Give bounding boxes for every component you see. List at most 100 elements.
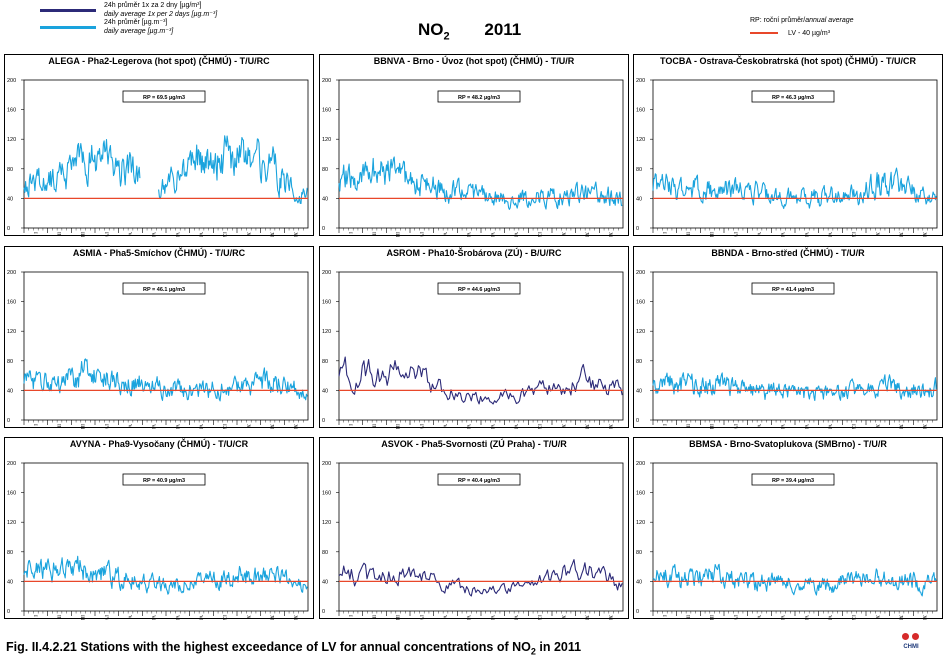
y-tick-label: 200: [636, 270, 645, 276]
month-label: V: [756, 232, 762, 236]
month-label: VIII: [513, 424, 519, 429]
y-tick-label: 160: [322, 108, 331, 114]
y-tick-label: 40: [636, 579, 642, 585]
y-tick-label: 0: [636, 609, 639, 615]
month-label: VIII: [198, 232, 204, 237]
month-label: III: [79, 615, 85, 620]
month-label: II: [685, 232, 691, 236]
month-label: IV: [103, 424, 109, 429]
y-tick-label: 160: [7, 108, 16, 114]
y-tick-label: 200: [636, 461, 645, 467]
month-label: X: [874, 232, 880, 236]
chmi-logo: CHMI: [896, 633, 926, 655]
month-label: II: [56, 615, 62, 619]
month-label: VII: [489, 232, 495, 237]
month-label: V: [756, 424, 762, 428]
month-label: IX: [536, 232, 542, 237]
caption-prefix: Fig. II.4.2.21 Stations with the highest…: [6, 640, 531, 654]
annual-average-label: RP = 41.4 µg/m3: [772, 287, 814, 293]
month-label: IX: [850, 615, 856, 620]
month-label: I: [347, 615, 353, 617]
month-label: I: [661, 615, 667, 617]
month-label: XI: [898, 615, 904, 620]
month-label: V: [127, 615, 133, 619]
y-tick-label: 80: [7, 167, 13, 173]
daily-series-line: [652, 563, 937, 597]
y-tick-label: 80: [7, 550, 13, 556]
month-label: XI: [584, 615, 590, 620]
y-tick-label: 80: [322, 550, 328, 556]
annual-average-label: RP = 69.5 µg/m3: [143, 95, 185, 101]
month-label: VIII: [827, 615, 833, 620]
annual-average-label: RP = 46.3 µg/m3: [772, 95, 814, 101]
y-tick-label: 200: [322, 270, 331, 276]
month-label: IX: [221, 424, 227, 429]
annual-average-box: [122, 282, 206, 295]
month-label: V: [442, 615, 448, 619]
month-label: VII: [803, 232, 809, 237]
month-label: XI: [584, 232, 590, 237]
month-label: XII: [607, 424, 613, 429]
month-label: VII: [803, 615, 809, 620]
month-label: IV: [418, 615, 424, 620]
month-label: VI: [150, 615, 156, 620]
y-tick-label: 0: [322, 226, 325, 232]
month-label: I: [32, 615, 38, 617]
y-tick-label: 40: [7, 196, 13, 202]
legend-daily-cz: 24h průměr [µg.m⁻³]: [104, 19, 168, 26]
figure-caption: Fig. II.4.2.21 Stations with the highest…: [6, 640, 581, 657]
chart-title: ASVOK - Pha5-Svornosti (ZÚ Praha) - T/U/…: [381, 439, 567, 449]
daily-series-line: [338, 559, 623, 597]
station-chart: TOCBA - Ostrava-Českobratrská (hot spot)…: [633, 54, 943, 237]
chart-title: BBNVA - Brno - Úvoz (hot spot) (ČHMÚ) - …: [373, 56, 575, 66]
month-label: X: [560, 615, 566, 619]
month-label: I: [347, 232, 353, 234]
month-label: VII: [174, 615, 180, 620]
daily-series-line: [338, 356, 623, 405]
station-chart: BBNDA - Brno-střed (ČHMÚ) - T/U/R 0 40 80 12…: [633, 246, 943, 429]
y-tick-label: 160: [636, 491, 645, 497]
caption-subscript: 2: [530, 646, 536, 657]
annual-average-box: [751, 90, 835, 103]
y-tick-label: 160: [322, 491, 331, 497]
month-label: XII: [921, 232, 927, 237]
month-label: VIII: [827, 424, 833, 429]
month-label: XII: [607, 232, 613, 237]
month-label: IV: [732, 615, 738, 620]
logo-dot-right: [912, 633, 919, 640]
figure-year: 2011: [484, 20, 522, 39]
y-tick-label: 0: [636, 418, 639, 424]
daily-series-line: [652, 167, 937, 210]
daily-swatch: [40, 26, 96, 29]
y-tick-label: 0: [322, 609, 325, 615]
y-tick-label: 120: [636, 137, 645, 143]
caption-suffix: in 2011: [535, 640, 582, 654]
month-label: IX: [850, 232, 856, 237]
month-label: XI: [269, 615, 275, 620]
y-tick-label: 80: [7, 359, 13, 365]
limit-legend: RP: roční průměr/annual average LV - 40 …: [750, 16, 854, 38]
month-label: X: [245, 424, 251, 428]
month-label: XI: [898, 424, 904, 429]
month-label: III: [708, 232, 714, 237]
y-tick-label: 0: [636, 226, 639, 232]
chart-title: ASROM - Pha10-Šrobárova (ZÚ) - B/U/RC: [386, 248, 562, 258]
y-tick-label: 200: [322, 78, 331, 84]
month-label: II: [56, 424, 62, 428]
month-label: I: [661, 232, 667, 234]
month-label: X: [560, 424, 566, 428]
month-label: V: [756, 615, 762, 619]
y-tick-label: 120: [7, 137, 16, 143]
annual-average-label: RP = 40.9 µg/m3: [143, 478, 185, 484]
annual-average-label: RP = 44.6 µg/m3: [458, 287, 500, 293]
chart-title: BBMSA - Brno-Svatoplukova (SMBrno) - T/U…: [689, 439, 887, 449]
month-label: III: [708, 424, 714, 429]
daily-series-line: [23, 555, 308, 595]
y-tick-label: 200: [636, 78, 645, 84]
y-tick-label: 160: [7, 300, 16, 306]
month-label: IV: [418, 424, 424, 429]
month-label: I: [661, 424, 667, 426]
